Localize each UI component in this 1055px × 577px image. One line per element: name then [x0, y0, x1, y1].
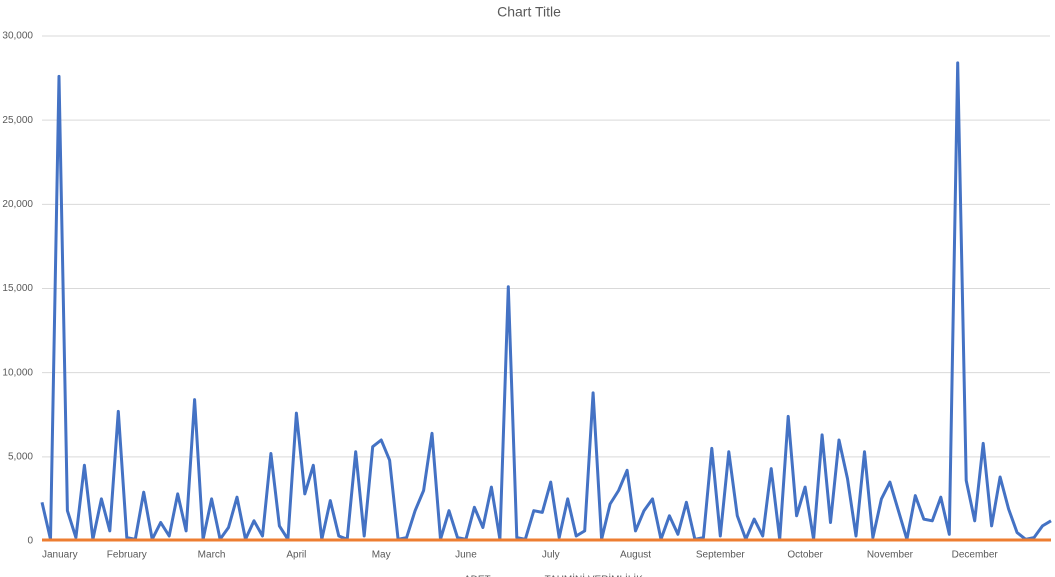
x-tick-label: February [107, 550, 147, 561]
x-tick-label: March [198, 550, 226, 561]
x-tick-label: June [455, 550, 477, 561]
y-tick-label: 20,000 [2, 199, 33, 210]
y-tick-label: 15,000 [2, 283, 33, 294]
y-tick-label: 5,000 [8, 451, 33, 462]
y-tick-label: 10,000 [2, 367, 33, 378]
x-tick-label: September [696, 550, 746, 561]
legend-label: TAHMİNİ VERİMLİLİK [545, 573, 643, 577]
x-tick-label: August [620, 550, 651, 561]
y-tick-label: 25,000 [2, 115, 33, 126]
x-tick-label: July [542, 550, 560, 561]
line-series [40, 61, 1052, 541]
x-tick-label: January [42, 550, 78, 561]
chart-title: Chart Title [497, 4, 561, 20]
legend-label: ADET [464, 575, 491, 577]
x-tick-label: December [952, 550, 999, 561]
y-tick-label: 0 [27, 536, 33, 547]
y-tick-label: 30,000 [2, 31, 33, 42]
x-tick-label: November [867, 550, 914, 561]
x-tick-label: April [286, 550, 306, 561]
x-tick-label: May [372, 550, 391, 561]
x-tick-label: October [787, 550, 823, 561]
